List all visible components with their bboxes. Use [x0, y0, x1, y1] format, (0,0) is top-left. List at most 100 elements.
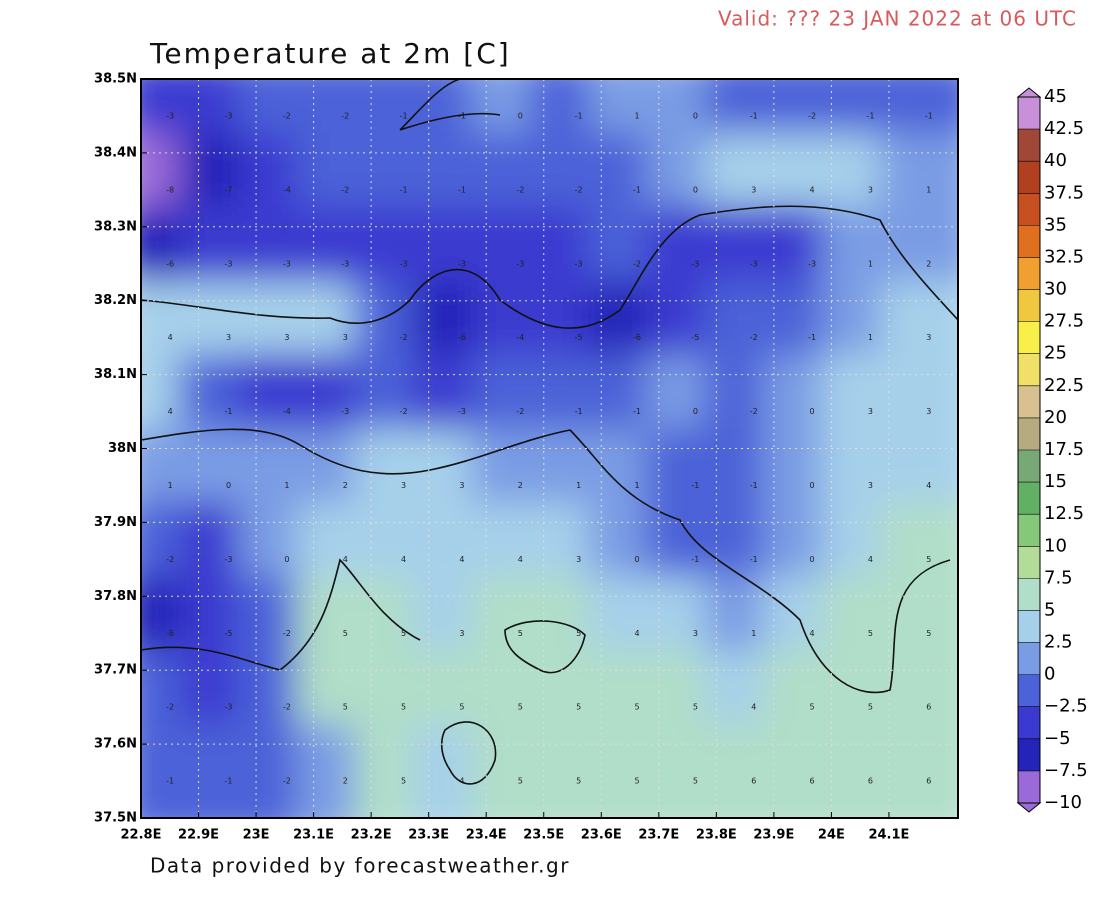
field-fill: [141, 79, 958, 818]
colorbar-label: 17.5: [1044, 439, 1084, 460]
cell-value: 5: [518, 703, 523, 712]
lat-tick-label: 38.5N: [94, 72, 137, 87]
cell-value: 5: [576, 629, 581, 638]
cell-value: 6: [926, 703, 931, 712]
cell-value: -1: [866, 111, 874, 120]
cell-value: 5: [634, 703, 639, 712]
cell-value: 1: [634, 481, 639, 490]
colorbar-swatch: [1018, 674, 1040, 707]
cell-value: 0: [810, 407, 815, 416]
cell-value: 0: [634, 555, 639, 564]
cell-value: 4: [401, 555, 406, 564]
cell-value: 2: [518, 481, 523, 490]
cell-value: 4: [810, 629, 815, 638]
cell-value: -3: [575, 259, 583, 268]
cell-value: 0: [284, 555, 289, 564]
cell-value: -3: [458, 259, 466, 268]
cell-value: -1: [808, 333, 816, 342]
footer-credit: Data provided by forecastweather.gr: [150, 854, 570, 878]
colorbar-label: 2.5: [1044, 632, 1073, 653]
colorbar-label: 42.5: [1044, 118, 1084, 139]
lat-tick-label: 37.5N: [94, 811, 137, 826]
lat-tick-label: 37.8N: [94, 589, 137, 604]
colorbar-swatch: [1018, 161, 1040, 194]
cell-value: 2: [343, 481, 348, 490]
cell-value: -1: [750, 111, 758, 120]
lon-tick-label: 23.5E: [523, 828, 564, 843]
cell-value: -3: [225, 555, 233, 564]
cell-value: 5: [518, 777, 523, 786]
colorbar-label: 22.5: [1044, 375, 1084, 396]
colorbar-swatch: [1018, 546, 1040, 579]
lon-tick-label: 23.6E: [581, 828, 622, 843]
cell-value: -1: [400, 185, 408, 194]
cell-value: 2: [343, 777, 348, 786]
cell-value: -3: [691, 259, 699, 268]
cell-value: -6: [166, 259, 174, 268]
cell-value: 5: [343, 629, 348, 638]
cell-value: 1: [576, 481, 581, 490]
cell-value: -7: [225, 185, 233, 194]
cell-value: -2: [400, 333, 408, 342]
lat-tick-label: 37.6N: [94, 737, 137, 752]
cell-value: -1: [166, 777, 174, 786]
lat-tick-label: 38.1N: [94, 367, 137, 382]
cell-value: -2: [166, 703, 174, 712]
colorbar-swatch: [1018, 289, 1040, 322]
cell-value: -1: [225, 777, 233, 786]
title: Temperature at 2m [C]: [149, 37, 511, 70]
cell-value: 6: [868, 777, 873, 786]
cell-value: 4: [926, 481, 931, 490]
cell-value: 4: [459, 555, 464, 564]
colorbar-swatch: [1018, 610, 1040, 643]
colorbar-label: 0: [1044, 664, 1055, 685]
cell-value: 5: [926, 629, 931, 638]
colorbar-swatch: [1018, 738, 1040, 771]
cell-value: -3: [225, 259, 233, 268]
cell-value: -6: [633, 333, 641, 342]
cell-value: 0: [810, 555, 815, 564]
lat-tick-label: 37.7N: [94, 663, 137, 678]
cell-value: 1: [634, 111, 639, 120]
lon-tick-label: 23.2E: [351, 828, 392, 843]
colorbar-label: 40: [1044, 150, 1067, 171]
cell-value: 1: [284, 481, 289, 490]
cell-value: 1: [868, 333, 873, 342]
cell-value: 3: [693, 629, 698, 638]
cell-value: -2: [516, 407, 524, 416]
cell-value: -2: [283, 111, 291, 120]
cell-value: 2: [926, 259, 931, 268]
cell-value: 4: [518, 555, 523, 564]
cell-value: -3: [341, 259, 349, 268]
cell-value: -3: [341, 407, 349, 416]
colorbar-label: 37.5: [1044, 182, 1084, 203]
colorbar-label: −5: [1044, 728, 1071, 749]
cell-value: 5: [518, 629, 523, 638]
cell-value: -3: [808, 259, 816, 268]
cell-value: -6: [166, 629, 174, 638]
colorbar-swatch: [1018, 193, 1040, 226]
cell-value: -2: [341, 185, 349, 194]
cell-value: -1: [458, 111, 466, 120]
cell-value: -4: [516, 333, 524, 342]
temperature-field: [141, 79, 958, 818]
colorbar-label: 45: [1044, 86, 1067, 107]
cell-value: 0: [693, 111, 698, 120]
lon-tick-label: 23.4E: [466, 828, 507, 843]
field-values: -3 -3 -2 -2 -1 -1 0 -1 1 0 -1 -2 -1 -1 -8 -7 -4 -2 -1 -1 -2 -…: [166, 111, 933, 785]
colorbar-swatch: [1018, 321, 1040, 354]
colorbar-swatch: [1018, 129, 1040, 162]
colorbar-label: 12.5: [1044, 503, 1084, 524]
cell-value: -1: [225, 407, 233, 416]
cell-value: -1: [633, 407, 641, 416]
cell-value: -1: [400, 111, 408, 120]
island: [440, 721, 497, 785]
cell-value: 6: [810, 777, 815, 786]
cell-value: -3: [166, 111, 174, 120]
cell-value: 5: [576, 777, 581, 786]
colorbar-swatch: [1018, 417, 1040, 450]
colorbar-label: 15: [1044, 471, 1067, 492]
colorbar-label: −2.5: [1044, 696, 1088, 717]
colorbar-swatch: [1018, 514, 1040, 547]
